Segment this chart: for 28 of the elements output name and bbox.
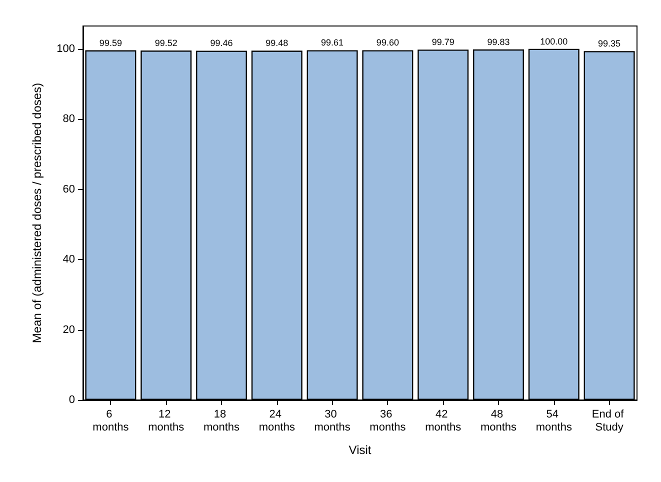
x-tick-label: 12 months	[148, 408, 185, 434]
x-tick-label: 48 months	[480, 408, 518, 434]
x-tick-label: 18 months	[203, 408, 240, 434]
data-label: 100.00	[540, 36, 568, 46]
y-tick-label: 60	[62, 183, 75, 196]
y-tick-label: 0	[68, 394, 75, 406]
data-label: 99.60	[376, 38, 399, 48]
data-label: 99.52	[154, 38, 178, 48]
data-label: 99.61	[321, 38, 344, 48]
x-tick-label: 6 months	[92, 408, 130, 434]
data-label: 99.83	[487, 36, 510, 47]
data-label: 99.48	[266, 38, 288, 48]
data-label: 99.59	[99, 38, 122, 48]
y-tick-label: 20	[62, 324, 75, 336]
x-tick-label: 30 months	[314, 408, 351, 434]
x-tick-label: 24 months	[258, 408, 296, 434]
x-tick-label: 36 months	[370, 408, 406, 434]
y-tick-label: 40	[62, 254, 75, 266]
data-label: 99.35	[598, 38, 621, 49]
x-tick-label: 54 months	[536, 408, 572, 434]
data-label: 99.46	[210, 38, 233, 48]
x-tick-label: 42 months	[425, 408, 462, 434]
data-label: 99.79	[432, 37, 454, 48]
x-axis-title: Visit	[348, 443, 372, 457]
y-axis-title: Mean of (administered doses / prescribed doses)	[30, 82, 44, 344]
x-tick-label: End of Study	[592, 408, 627, 434]
y-tick-label: 100	[56, 42, 75, 55]
y-tick-label: 80	[62, 113, 75, 126]
